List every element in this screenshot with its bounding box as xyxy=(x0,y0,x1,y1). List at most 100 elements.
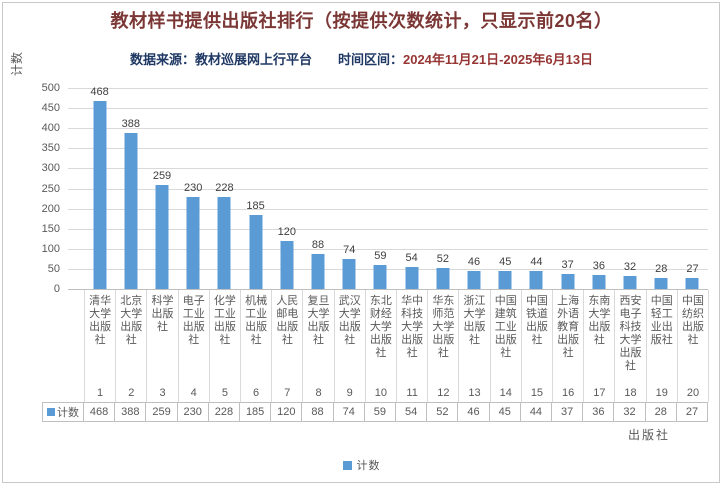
bar xyxy=(654,278,668,289)
bar xyxy=(342,259,356,289)
bar-column: 468 xyxy=(84,86,115,289)
category-label: 清华大学出版社 xyxy=(89,295,112,346)
series-swatch-icon xyxy=(47,408,55,416)
bar xyxy=(373,265,387,289)
bar-value-label: 59 xyxy=(374,250,387,262)
legend: 计数 xyxy=(0,457,723,473)
gridline xyxy=(68,208,708,210)
category-cell: 复旦大学出版社 xyxy=(303,290,335,385)
x-axis-line xyxy=(68,289,708,290)
gridline xyxy=(68,128,708,130)
y-tick-label: 500 xyxy=(41,82,60,94)
rank-label: 20 xyxy=(678,385,710,402)
data-table-value-cell: 45 xyxy=(490,403,521,421)
y-tick-label: 0 xyxy=(53,283,60,295)
data-table-value-cell: 120 xyxy=(271,403,303,421)
y-tick-label: 100 xyxy=(41,242,60,255)
category-label: 浙江大学出版社 xyxy=(463,295,486,346)
bar-column: 52 xyxy=(427,88,458,289)
bar-column: 37 xyxy=(552,88,583,289)
bar-value-label: 46 xyxy=(467,256,481,268)
data-table-header-cell: 计数 xyxy=(42,403,84,421)
rank-label: 1 xyxy=(85,385,117,402)
bar xyxy=(124,133,138,289)
data-source-label: 数据来源：教材巡展网上行平台 xyxy=(129,52,312,67)
bar-value-label: 230 xyxy=(184,182,203,194)
data-table-value-cell: 388 xyxy=(115,403,147,421)
category-label: 武汉大学出版社 xyxy=(338,295,361,346)
bar-value-label: 36 xyxy=(592,260,605,272)
category-label: 科学出版社 xyxy=(151,295,174,333)
y-tick-label: 50 xyxy=(47,262,60,275)
bar-column: 185 xyxy=(240,88,271,289)
data-table: 计数 468 388 259 230 228 185 120 88 74 59 54 52 46 45 44… xyxy=(42,402,709,422)
gridline xyxy=(68,148,708,150)
legend-swatch-icon xyxy=(342,460,352,470)
category-cell: 武汉大学出版社 xyxy=(335,290,366,385)
category-cell: 中国轻工业出版社 xyxy=(647,290,678,385)
bar xyxy=(685,278,699,289)
y-tick-label: 400 xyxy=(41,122,60,135)
category-cell: 华中科技大学出版社 xyxy=(397,290,429,385)
bar-column: 54 xyxy=(396,88,427,289)
chart-title: 教材样书提供出版社排行（按提供次数统计，只显示前20名） xyxy=(110,11,613,31)
category-cell: 科学出版社 xyxy=(147,290,179,385)
bar-value-label: 259 xyxy=(152,170,172,182)
bar-column: 88 xyxy=(302,88,333,289)
bar xyxy=(93,101,107,289)
category-cell: 华东师范大学出版社 xyxy=(428,290,460,385)
bar xyxy=(561,274,575,289)
bar-value-label: 388 xyxy=(121,118,140,130)
data-table-value-cell: 185 xyxy=(240,403,272,421)
data-table-row-label: 计数 xyxy=(57,407,79,419)
bar-value-label: 228 xyxy=(215,182,234,194)
rank-label: 10 xyxy=(366,385,398,402)
category-label: 电子工业出版社 xyxy=(182,295,205,346)
bar-value-label: 27 xyxy=(686,263,699,275)
bar-value-label: 28 xyxy=(655,263,668,275)
rank-label: 7 xyxy=(272,385,304,402)
bar xyxy=(467,271,481,289)
bar-column: 388 xyxy=(115,88,146,289)
plot-area: 468 388 259 230 228 185 120 88 74 59 54 52 46 45 44 37 3… xyxy=(84,86,708,289)
category-label: 西安电子科技大学出版社 xyxy=(619,295,642,372)
bar-column: 36 xyxy=(583,88,614,289)
chart-subtitle: 数据来源：教材巡展网上行平台 时间区间：2024年11月21日-2025年6月13… xyxy=(0,49,723,68)
category-label: 复旦大学出版社 xyxy=(307,295,330,346)
bar-column: 46 xyxy=(458,88,489,289)
bar xyxy=(436,268,450,289)
data-table-value-cell: 36 xyxy=(583,403,615,421)
gridline xyxy=(68,88,708,89)
data-table-value-cell: 468 xyxy=(84,403,116,421)
bar-value-label: 88 xyxy=(311,239,325,251)
rank-label: 6 xyxy=(241,385,273,402)
bar xyxy=(498,271,512,289)
data-table-value-cell: 46 xyxy=(458,403,490,421)
bar-value-label: 185 xyxy=(246,200,265,212)
data-table-value-cell: 59 xyxy=(365,403,397,421)
data-table-value-cell: 44 xyxy=(521,403,553,421)
bar-value-label: 52 xyxy=(436,253,449,265)
rank-label: 5 xyxy=(210,385,242,402)
bar xyxy=(217,197,231,289)
bar-value-label: 45 xyxy=(499,256,512,268)
bar-column: 228 xyxy=(209,88,240,289)
bar xyxy=(280,241,294,289)
bar xyxy=(186,197,200,289)
rank-label: 3 xyxy=(147,385,179,402)
data-table-value-cell: 74 xyxy=(334,403,365,421)
bar-value-label: 37 xyxy=(561,259,574,271)
rank-label: 2 xyxy=(116,385,148,402)
category-cell: 西安电子科技大学出版社 xyxy=(615,290,647,385)
category-cell: 中国铁道出版社 xyxy=(522,290,554,385)
bar-column: 45 xyxy=(490,88,521,289)
data-table-value-cell: 88 xyxy=(302,403,334,421)
gridline xyxy=(68,248,708,250)
y-tick-label: 200 xyxy=(41,202,60,215)
category-label: 东北财经大学出版社 xyxy=(369,295,392,359)
rank-label: 4 xyxy=(179,385,210,402)
gridline xyxy=(68,268,708,270)
rank-label: 11 xyxy=(397,385,429,402)
bar-value-label: 32 xyxy=(623,261,637,273)
